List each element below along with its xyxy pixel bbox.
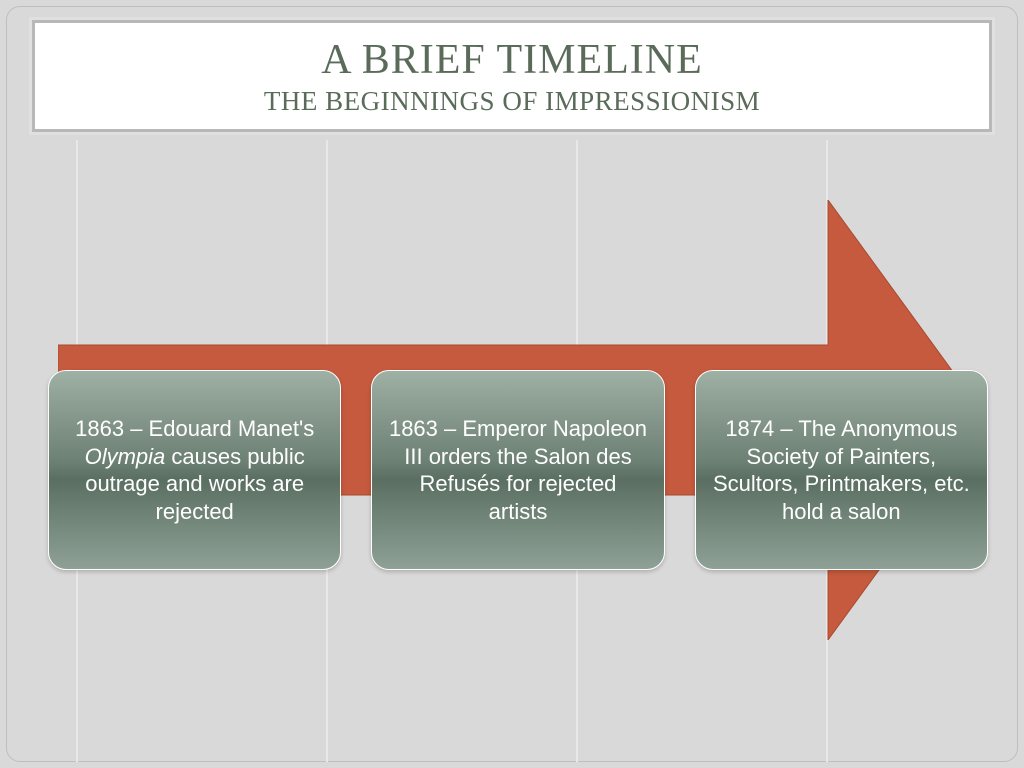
title-main: A BRIEF TIMELINE	[321, 36, 703, 84]
card-2-text-a: – Emperor Napoleon III orders the Salon …	[404, 416, 647, 524]
title-subtitle: THE BEGINNINGS OF IMPRESSIONISM	[264, 86, 760, 117]
card-1-year: 1863	[75, 416, 124, 441]
timeline-card-2: 1863 – Emperor Napoleon III orders the S…	[371, 370, 664, 570]
card-1-text-a: – Edouard Manet's	[124, 416, 314, 441]
card-3-year: 1874	[725, 416, 774, 441]
timeline-cards: 1863 – Edouard Manet's Olympia causes pu…	[48, 370, 988, 570]
timeline-card-3: 1874 – The Anonymous Society of Painters…	[695, 370, 988, 570]
title-box: A BRIEF TIMELINE THE BEGINNINGS OF IMPRE…	[32, 20, 992, 132]
card-2-year: 1863	[389, 416, 438, 441]
card-1-italic: Olympia	[85, 444, 166, 469]
timeline-card-1: 1863 – Edouard Manet's Olympia causes pu…	[48, 370, 341, 570]
timeline-arrow-group: 1863 – Edouard Manet's Olympia causes pu…	[58, 200, 988, 640]
